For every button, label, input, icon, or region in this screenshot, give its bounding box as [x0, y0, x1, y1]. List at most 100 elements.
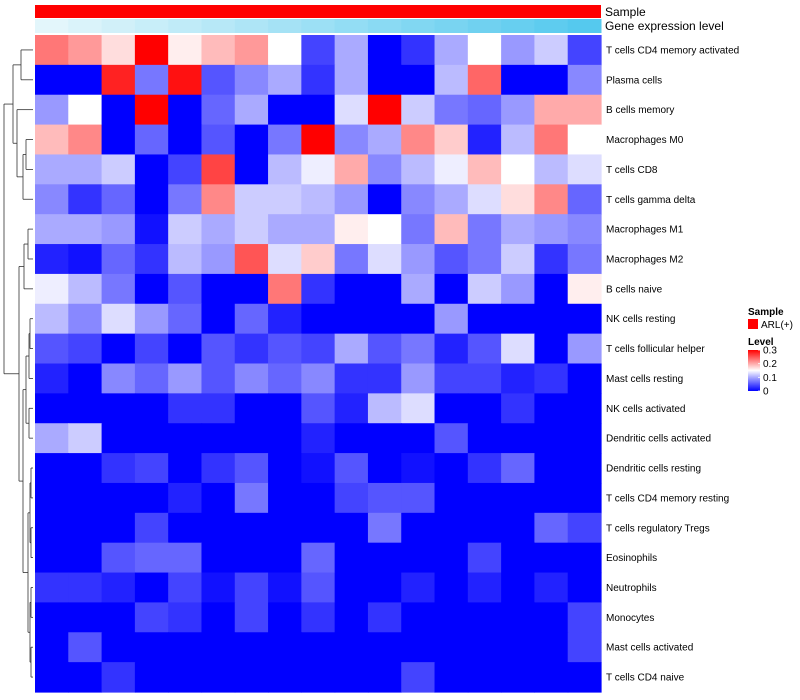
heatmap-cell	[401, 94, 436, 126]
heatmap-cell	[268, 632, 302, 663]
heatmap-cell	[234, 184, 269, 215]
heatmap-cell	[234, 94, 269, 126]
heatmap-cell	[268, 512, 302, 544]
heatmap-cell	[134, 602, 169, 633]
heatmap-cell	[35, 154, 69, 185]
heatmap-cell	[268, 94, 302, 126]
heatmap-cell	[367, 482, 402, 514]
heatmap-cell	[35, 94, 69, 126]
heatmap-cell	[501, 303, 536, 335]
heatmap-cell	[334, 393, 369, 424]
heatmap-cell	[134, 662, 169, 693]
heatmap-cell	[467, 542, 502, 574]
heatmap-cell	[101, 303, 136, 335]
heatmap-cell	[534, 512, 569, 544]
heatmap-cell	[234, 453, 269, 484]
heatmap-cell	[35, 124, 69, 156]
heatmap-cell	[201, 244, 236, 275]
heatmap-cell	[268, 333, 302, 365]
heatmap-cell	[567, 453, 602, 484]
heatmap-cell	[334, 572, 369, 604]
expression-annotation-cell	[268, 19, 302, 33]
heatmap-cell	[68, 333, 103, 365]
heatmap-cell	[367, 393, 402, 424]
heatmap-cell	[268, 184, 302, 215]
heatmap-cell	[467, 453, 502, 484]
heatmap-cell	[201, 273, 236, 305]
heatmap-cell	[134, 303, 169, 335]
heatmap-cell	[35, 184, 69, 215]
heatmap-cell	[401, 333, 436, 365]
heatmap-cell	[68, 423, 103, 454]
expression-annotation-cell	[367, 19, 402, 33]
heatmap-cell	[501, 35, 536, 66]
heatmap-cell	[134, 482, 169, 514]
heatmap-cell	[501, 602, 536, 633]
heatmap-cell	[301, 512, 336, 544]
heatmap-cell	[35, 482, 69, 514]
heatmap-cell	[134, 124, 169, 156]
heatmap-cell	[401, 393, 436, 424]
expression-annotation-cell	[301, 19, 336, 33]
heatmap-cell	[534, 363, 569, 394]
heatmap-cell	[334, 124, 369, 156]
heatmap-cell	[201, 632, 236, 663]
row-label: Macrophages M2	[606, 255, 684, 266]
heatmap-cell	[101, 542, 136, 574]
expression-annotation-cell	[534, 19, 569, 33]
heatmap-cell	[334, 542, 369, 574]
heatmap-cell	[434, 602, 469, 633]
heatmap-cell	[168, 214, 203, 245]
heatmap-cell	[467, 662, 502, 693]
heatmap-cell	[467, 602, 502, 633]
heatmap-cell	[201, 184, 236, 215]
heatmap-cell	[301, 303, 336, 335]
heatmap-cell	[334, 94, 369, 126]
heatmap-cell	[534, 453, 569, 484]
heatmap-cell	[35, 214, 69, 245]
heatmap-cell	[35, 542, 69, 574]
heatmap-cell	[501, 214, 536, 245]
expression-annotation-cell	[168, 19, 202, 33]
heatmap-cell	[534, 273, 569, 305]
heatmap-cells	[35, 35, 602, 693]
row-label: T cells gamma delta	[606, 195, 696, 206]
heatmap-cell	[68, 482, 103, 514]
heatmap-cell	[35, 273, 69, 305]
heatmap-cell	[35, 303, 69, 335]
heatmap-cell	[567, 244, 602, 275]
row-label: T cells CD8	[606, 165, 658, 176]
heatmap-cell	[367, 64, 402, 96]
legend-sample-entry: ARL(+)	[761, 320, 793, 331]
row-labels: T cells CD4 memory activated Plasma cells…	[606, 45, 739, 683]
heatmap-cell	[401, 453, 436, 484]
heatmap-cell	[401, 124, 436, 156]
heatmap-cell	[401, 303, 436, 335]
heatmap-cell	[234, 542, 269, 574]
heatmap-cell	[168, 244, 203, 275]
heatmap-cell	[101, 244, 136, 275]
heatmap-cell	[534, 602, 569, 633]
row-label: Monocytes	[606, 613, 654, 624]
heatmap-cell	[168, 542, 203, 574]
heatmap-cell	[367, 423, 402, 454]
heatmap-cell	[301, 453, 336, 484]
expression-annotation-cell	[134, 19, 169, 33]
heatmap-cell	[101, 154, 136, 185]
heatmap-cell	[467, 154, 502, 185]
heatmap-cell	[334, 184, 369, 215]
heatmap-cell	[467, 244, 502, 275]
heatmap-cell	[567, 602, 602, 633]
row-label: T cells CD4 memory activated	[606, 45, 739, 56]
heatmap-cell	[567, 333, 602, 365]
heatmap-cell	[101, 662, 136, 693]
heatmap-cell	[134, 572, 169, 604]
heatmap-cell	[567, 94, 602, 126]
heatmap-cell	[334, 214, 369, 245]
heatmap-cell	[268, 273, 302, 305]
heatmap-cell	[201, 64, 236, 96]
heatmap-cell	[467, 572, 502, 604]
heatmap-cell	[101, 512, 136, 544]
heatmap-cell	[434, 482, 469, 514]
row-label: Eosinophils	[606, 553, 657, 564]
